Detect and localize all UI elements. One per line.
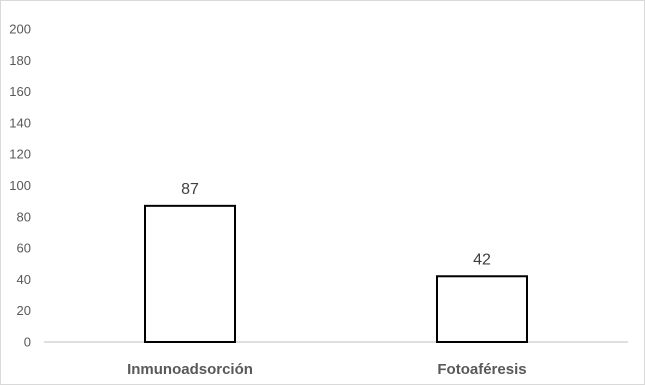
bars — [144, 204, 528, 343]
y-tick-label: 140 — [9, 115, 31, 130]
y-tick-label: 120 — [9, 147, 31, 162]
x-axis: Inmunoadsorción Fotoaféresis — [127, 361, 527, 378]
y-tick-label: 60 — [17, 241, 31, 256]
y-tick-label: 20 — [17, 303, 31, 318]
y-tick-label: 0 — [24, 335, 31, 350]
y-tick-label: 40 — [17, 272, 31, 287]
y-axis: 0 20 40 60 80 100 120 140 160 180 200 — [9, 22, 31, 350]
y-tick-label: 100 — [9, 178, 31, 193]
y-tick-label: 160 — [9, 84, 31, 99]
data-label: 42 — [473, 251, 491, 268]
data-labels: 87 42 — [181, 181, 491, 268]
data-label: 87 — [181, 181, 199, 198]
bar — [144, 204, 236, 343]
bar — [436, 275, 528, 343]
category-label: Fotoaféresis — [437, 361, 526, 378]
y-tick-label: 80 — [17, 209, 31, 224]
y-tick-label: 200 — [9, 22, 31, 37]
y-tick-label: 180 — [9, 53, 31, 68]
category-label: Inmunoadsorción — [127, 361, 253, 378]
